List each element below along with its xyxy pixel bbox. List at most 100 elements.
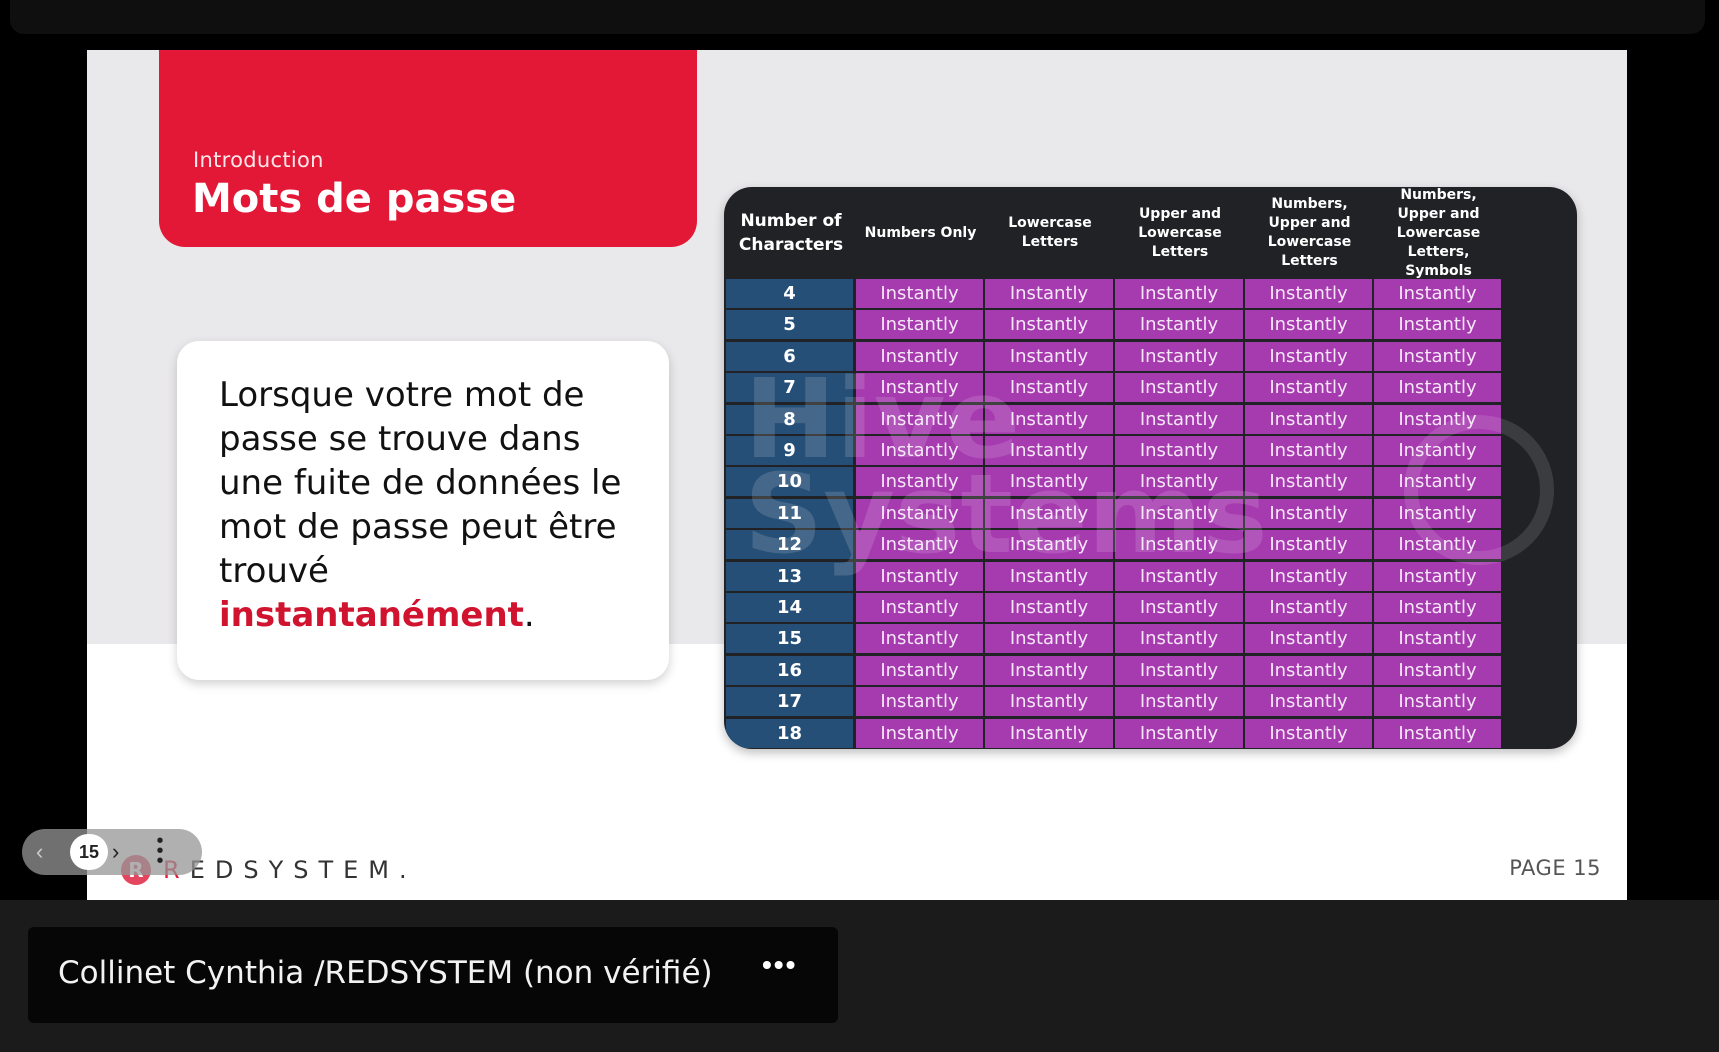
table-cell: Instantly [1374, 310, 1501, 340]
table-column-header: Upper and Lowercase Letters [1138, 205, 1222, 260]
table-cell: Instantly [1374, 655, 1501, 685]
slide-navigation: ‹ 15 › • • • [22, 829, 202, 875]
table-cell: Instantly [1374, 436, 1501, 465]
row-character-count: 11 [726, 498, 853, 528]
row-character-count: 14 [726, 593, 853, 622]
table-cell: Instantly [1115, 436, 1243, 465]
password-crack-table: Number of Characters Numbers Only Lowercas… [724, 187, 1577, 749]
table-cell: Instantly [1245, 530, 1372, 560]
table-row: 18 Instantly Instantly Instantly Instantly In… [726, 718, 1575, 749]
participant-name-pill: Collinet Cynthia /REDSYSTEM (non vérifié… [28, 927, 838, 1023]
row-character-count: 5 [726, 310, 853, 340]
table-cell: Instantly [856, 467, 983, 497]
table-cell: Instantly [1245, 718, 1372, 748]
table-cell: Instantly [856, 530, 983, 560]
row-character-count: 6 [726, 341, 853, 371]
table-cell: Instantly [1374, 624, 1501, 654]
table-cell: Instantly [1374, 561, 1501, 591]
row-character-count: 18 [726, 718, 853, 748]
table-row: 12 Instantly Instantly Instantly Instantly In… [726, 530, 1575, 561]
top-bar-inner [10, 0, 1705, 34]
table-column-header: Number of Characters [738, 211, 844, 255]
logo-wordmark-rest: EDSYSTEM. [189, 856, 417, 884]
table-row: 15 Instantly Instantly Instantly Instantly In… [726, 624, 1575, 655]
row-character-count: 4 [726, 279, 853, 308]
more-options-button[interactable]: ••• [762, 949, 798, 980]
table-column-header: Numbers, Upper and Lowercase Letters [1267, 196, 1352, 269]
table-cell: Instantly [1245, 310, 1372, 340]
table-cell: Instantly [1115, 310, 1243, 340]
table-cell: Instantly [1374, 279, 1501, 308]
table-cell: Instantly [856, 373, 983, 403]
table-cell: Instantly [856, 718, 983, 748]
row-character-count: 12 [726, 530, 853, 560]
table-cell: Instantly [1245, 593, 1372, 622]
table-cell: Instantly [856, 404, 983, 434]
table-cell: Instantly [1245, 373, 1372, 403]
table-cell: Instantly [1374, 404, 1501, 434]
row-character-count: 15 [726, 624, 853, 654]
table-header: Number of Characters Numbers Only Lowercas… [724, 187, 1577, 279]
table-cell: Instantly [1245, 561, 1372, 591]
body-highlight: instantanément [219, 595, 524, 635]
table-cell: Instantly [985, 341, 1113, 371]
table-cell: Instantly [985, 467, 1113, 497]
table-row: 4 Instantly Instantly Instantly Instantly Ins… [726, 279, 1575, 310]
participant-name: Collinet Cynthia /REDSYSTEM (non vérifié… [58, 955, 713, 991]
table-cell: Instantly [1374, 341, 1501, 371]
table-cell: Instantly [1374, 593, 1501, 622]
body-text: Lorsque votre mot de passe se trouve dan… [219, 375, 622, 591]
table-cell: Instantly [1374, 373, 1501, 403]
chevron-left-icon[interactable]: ‹ [36, 839, 44, 864]
table-cell: Instantly [985, 718, 1113, 748]
table-cell: Instantly [985, 655, 1113, 685]
vertical-ellipsis-icon[interactable]: • • • [156, 830, 164, 872]
table-cell: Instantly [1115, 561, 1243, 591]
table-cell: Instantly [1115, 498, 1243, 528]
table-cell: Instantly [985, 310, 1113, 340]
row-character-count: 10 [726, 467, 853, 497]
body-end: . [523, 595, 535, 635]
table-row: 17 Instantly Instantly Instantly Instantly In… [726, 687, 1575, 718]
table-cell: Instantly [985, 279, 1113, 308]
table-cell: Instantly [856, 310, 983, 340]
table-column-header: Numbers Only [864, 224, 977, 241]
table-cell: Instantly [1115, 655, 1243, 685]
table-cell: Instantly [1115, 718, 1243, 748]
row-character-count: 7 [726, 373, 853, 403]
table-cell: Instantly [856, 593, 983, 622]
table-column-header: Lowercase Letters [1008, 215, 1092, 250]
row-character-count: 9 [726, 436, 853, 465]
table-cell: Instantly [856, 498, 983, 528]
table-cell: Instantly [1374, 530, 1501, 560]
row-character-count: 13 [726, 561, 853, 591]
table-cell: Instantly [985, 373, 1113, 403]
table-row: 14 Instantly Instantly Instantly Instantly In… [726, 593, 1575, 624]
table-row: 13 Instantly Instantly Instantly Instantly In… [726, 561, 1575, 593]
slide-kicker: Introduction [193, 148, 324, 172]
table-row: 6 Instantly Instantly Instantly Instantly Ins… [726, 341, 1575, 373]
table-cell: Instantly [985, 561, 1113, 591]
table-cell: Instantly [1115, 530, 1243, 560]
chevron-right-icon[interactable]: › [112, 839, 120, 864]
table-row: 8 Instantly Instantly Instantly Instantly Ins… [726, 404, 1575, 436]
table-cell: Instantly [856, 655, 983, 685]
table-cell: Instantly [1115, 404, 1243, 434]
table-cell: Instantly [1245, 404, 1372, 434]
row-character-count: 17 [726, 687, 853, 717]
slide-title: Mots de passe [192, 176, 517, 222]
table-cell: Instantly [856, 687, 983, 717]
table-cell: Instantly [985, 593, 1113, 622]
page-number-label: PAGE 15 [1509, 856, 1601, 880]
table-cell: Instantly [985, 436, 1113, 465]
row-character-count: 8 [726, 404, 853, 434]
table-row: 11 Instantly Instantly Instantly Instantly In… [726, 498, 1575, 530]
table-cell: Instantly [856, 279, 983, 308]
table-cell: Instantly [1245, 655, 1372, 685]
table-cell: Instantly [985, 530, 1113, 560]
table-cell: Instantly [1115, 279, 1243, 308]
table-column-header: Numbers, Upper and Lowercase Letters, Sy… [1396, 187, 1481, 279]
table-cell: Instantly [1115, 467, 1243, 497]
table-cell: Instantly [1115, 373, 1243, 403]
current-slide-number[interactable]: 15 [70, 834, 108, 870]
